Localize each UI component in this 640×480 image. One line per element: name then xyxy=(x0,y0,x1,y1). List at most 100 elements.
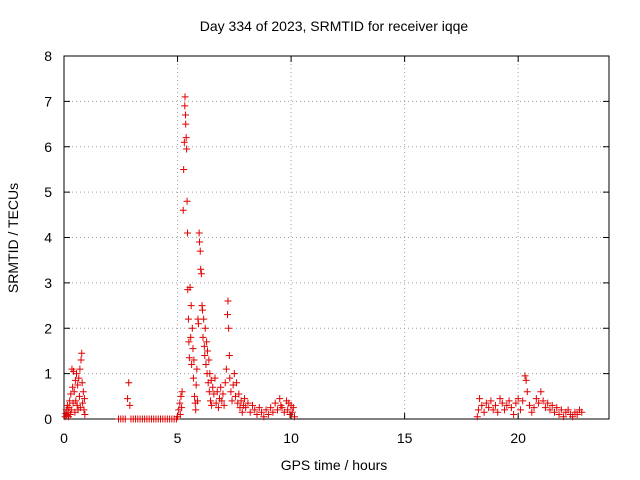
data-point xyxy=(474,406,482,414)
ticks-layer: 0 5 10 15 20 0 1 2 3 4 5 6 7 8 xyxy=(44,48,609,446)
data-point xyxy=(206,397,214,405)
x-axis-label: GPS time / hours xyxy=(281,457,388,473)
data-point xyxy=(541,404,549,412)
data-point xyxy=(546,406,554,414)
data-point xyxy=(512,399,520,407)
data-point xyxy=(222,365,230,373)
data-point xyxy=(200,315,208,323)
data-point xyxy=(255,404,263,412)
data-point xyxy=(126,401,134,409)
data-point xyxy=(209,383,217,391)
data-point xyxy=(202,361,210,369)
data-point xyxy=(201,351,209,359)
data-point xyxy=(230,370,238,378)
y-tick-label: 8 xyxy=(44,48,52,64)
data-point xyxy=(220,401,228,409)
data-point xyxy=(539,397,547,405)
data-point xyxy=(78,379,86,387)
data-point xyxy=(187,302,195,310)
data-point xyxy=(76,365,84,373)
data-point xyxy=(200,342,208,350)
data-point xyxy=(516,406,524,414)
data-point xyxy=(182,120,190,128)
data-point xyxy=(197,265,205,273)
data-point xyxy=(208,401,216,409)
data-point xyxy=(70,388,78,396)
data-point xyxy=(569,413,577,421)
data-point xyxy=(494,408,502,416)
data-point xyxy=(226,374,234,382)
data-point xyxy=(78,349,86,357)
data-point xyxy=(81,410,89,418)
data-point xyxy=(514,395,522,403)
y-tick-label: 4 xyxy=(44,230,52,246)
data-point xyxy=(188,324,196,332)
data-point xyxy=(503,401,511,409)
data-point xyxy=(211,374,219,382)
data-point xyxy=(267,404,275,412)
data-point xyxy=(199,306,207,314)
data-point xyxy=(473,413,481,421)
data-point xyxy=(478,401,486,409)
data-point xyxy=(489,406,497,414)
data-point xyxy=(194,320,202,328)
data-point xyxy=(241,395,249,403)
data-point xyxy=(179,206,187,214)
data-point xyxy=(227,388,235,396)
data-point xyxy=(288,408,296,416)
data-point xyxy=(185,338,193,346)
data-point xyxy=(242,404,250,412)
data-point xyxy=(537,388,545,396)
data-point xyxy=(72,370,80,378)
data-points xyxy=(61,93,586,423)
data-point xyxy=(80,395,88,403)
data-point xyxy=(124,395,132,403)
data-point xyxy=(204,347,212,355)
data-point xyxy=(75,392,83,400)
data-point xyxy=(205,356,213,364)
data-point xyxy=(228,397,236,405)
data-point xyxy=(544,399,552,407)
data-point xyxy=(491,401,499,409)
data-point xyxy=(258,408,266,416)
data-point xyxy=(233,379,241,387)
data-point xyxy=(253,410,261,418)
data-point xyxy=(76,404,84,412)
y-axis-label: SRMTID / TECUs xyxy=(5,183,21,293)
data-point xyxy=(79,388,87,396)
y-tick-label: 1 xyxy=(44,366,52,382)
data-point xyxy=(184,315,192,323)
data-point xyxy=(176,399,184,407)
data-point xyxy=(188,361,196,369)
data-point xyxy=(192,406,200,414)
data-point xyxy=(205,388,213,396)
y-tick-label: 7 xyxy=(44,93,52,109)
data-point xyxy=(553,404,561,412)
data-point xyxy=(69,383,77,391)
data-point xyxy=(187,333,195,341)
data-point xyxy=(125,379,133,387)
data-point xyxy=(192,381,200,389)
data-point xyxy=(77,356,85,364)
x-tick-label: 5 xyxy=(174,430,182,446)
data-point xyxy=(278,404,286,412)
data-point xyxy=(203,338,211,346)
data-point xyxy=(66,410,74,418)
x-tick-label: 15 xyxy=(397,430,413,446)
data-point xyxy=(555,410,563,418)
data-point xyxy=(573,410,581,418)
data-point xyxy=(207,376,215,384)
data-point xyxy=(276,395,284,403)
data-point xyxy=(181,111,189,119)
x-tick-label: 10 xyxy=(283,430,299,446)
data-point xyxy=(80,406,88,414)
data-point xyxy=(225,351,233,359)
data-point xyxy=(244,399,252,407)
data-point xyxy=(564,406,572,414)
chart-title: Day 334 of 2023, SRMTID for receiver iqq… xyxy=(200,18,469,34)
data-point xyxy=(551,408,558,416)
y-tick-label: 5 xyxy=(44,184,52,200)
data-point xyxy=(501,406,509,414)
data-point xyxy=(535,399,543,407)
